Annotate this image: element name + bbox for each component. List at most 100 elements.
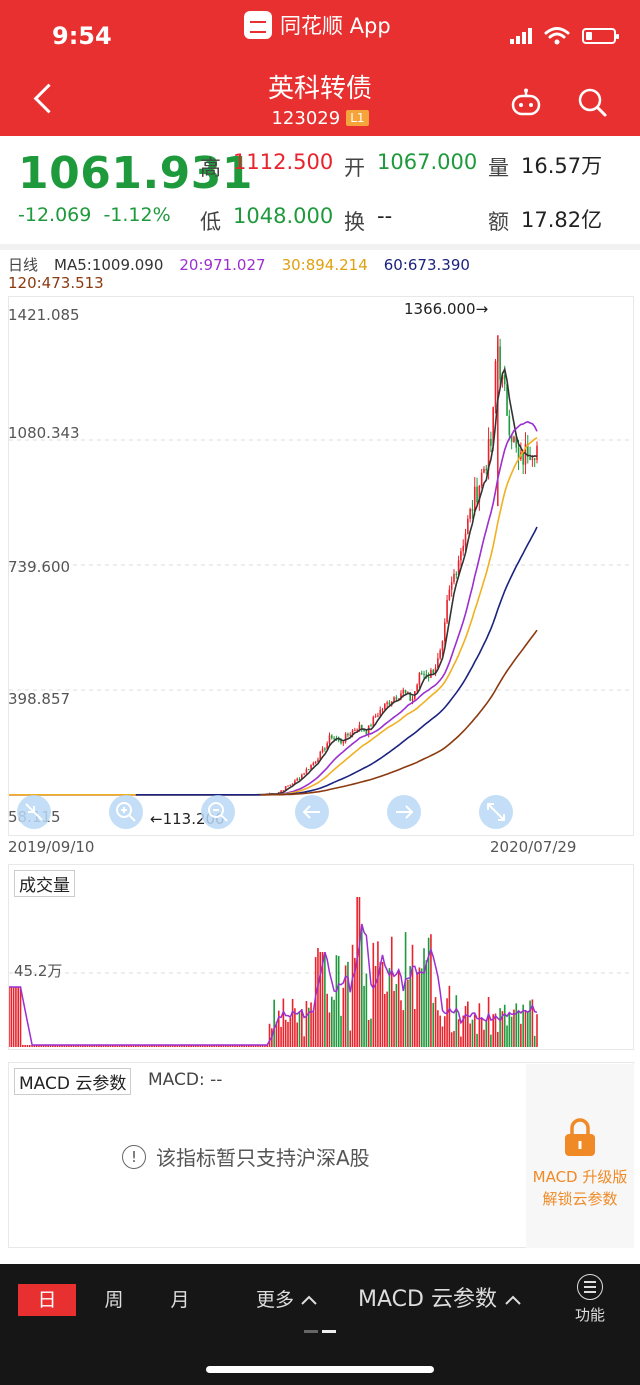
volume-bar-91 — [218, 1045, 220, 1047]
candle-body-215 — [503, 374, 506, 385]
volume-bar-12 — [35, 1045, 38, 1047]
candle-body-205 — [480, 472, 483, 486]
volume-bar-45 — [111, 1045, 114, 1047]
volume-bar-176 — [413, 1009, 416, 1047]
ma-legend: 日线 MA5:1009.090 20:971.027 30:894.214 60:673… — [8, 254, 486, 275]
candle-body-154 — [363, 729, 365, 732]
volume-bar-10 — [31, 1045, 33, 1047]
function-button[interactable]: 功能 — [568, 1274, 612, 1325]
volume-bar-20 — [54, 1045, 56, 1047]
volume-bar-130 — [307, 1007, 310, 1047]
volume-bar-163 — [384, 994, 386, 1047]
robot-assistant-icon[interactable] — [510, 88, 542, 116]
candle-body-174 — [409, 692, 411, 701]
volume-bar-61 — [148, 1045, 151, 1047]
volume-bar-213 — [499, 1008, 501, 1047]
volume-bar-198 — [464, 1006, 467, 1047]
volume-bar-38 — [95, 1045, 98, 1047]
expand-icon[interactable] — [478, 794, 514, 830]
macd-value: MACD: -- — [148, 1070, 223, 1090]
macd-title[interactable]: MACD 云参数 — [14, 1068, 132, 1095]
zoom-in-icon[interactable] — [108, 794, 144, 830]
macd-upgrade-button[interactable]: MACD 升级版 解锁云参数 — [526, 1064, 634, 1248]
candle-body-149 — [351, 730, 354, 735]
volume-bar-17 — [47, 1045, 49, 1047]
volume-bar-103 — [245, 1045, 248, 1047]
amount-label: 额 — [488, 210, 509, 234]
volume-bar-221 — [517, 1010, 520, 1047]
candle-body-227 — [531, 458, 534, 460]
candle-body-123 — [291, 783, 294, 785]
app-name: 同花顺 App — [280, 14, 391, 38]
volume-bar-37 — [93, 1045, 96, 1047]
volume-bar-92 — [220, 1045, 222, 1047]
stock-code: 123029 — [271, 108, 341, 129]
volume-bar-131 — [310, 1002, 312, 1047]
candle-body-208 — [487, 438, 490, 471]
volume-bar-174 — [409, 966, 411, 1047]
candle-body-143 — [337, 739, 340, 741]
ma30-line — [9, 437, 538, 796]
candle-body-136 — [321, 748, 324, 752]
volume-bar-229 — [536, 1014, 538, 1047]
ma60-line — [135, 526, 538, 796]
period-tab-day[interactable]: 日 — [18, 1284, 76, 1316]
arrow-left-icon[interactable] — [294, 794, 330, 830]
candle-body-128 — [303, 773, 305, 775]
macd-param-button[interactable]: MACD 云参数 — [358, 1282, 522, 1318]
volume-bar-156 — [367, 1019, 370, 1047]
volume-bar-65 — [158, 1045, 160, 1047]
volume-bar-189 — [443, 1016, 446, 1047]
volume-title[interactable]: 成交量 — [14, 870, 75, 897]
volume-bar-204 — [478, 1003, 481, 1047]
chart-end-date: 2020/07/29 — [490, 838, 577, 856]
turnover-label: 换 — [344, 210, 365, 234]
period-tab-week[interactable]: 周 — [104, 1289, 124, 1311]
upgrade-line2: 解锁云参数 — [542, 1190, 618, 1208]
volume-bar-77 — [185, 1045, 188, 1047]
ma30-label: 30:894.214 — [281, 256, 368, 274]
arrow-right-icon[interactable] — [386, 794, 422, 830]
ma20-line — [9, 420, 538, 796]
volume-bar-64 — [155, 1045, 158, 1047]
volume-bar-182 — [427, 937, 430, 1047]
volume-bar-194 — [455, 995, 458, 1047]
zoom-out-icon[interactable] — [200, 794, 236, 830]
macd-param-label: MACD 云参数 — [358, 1287, 497, 1312]
stock-code-row: 123029 L1 — [0, 108, 640, 129]
volume-bar-55 — [135, 1045, 137, 1047]
volume-bar-6 — [22, 1045, 24, 1047]
period-tab-more[interactable]: 更多 — [252, 1284, 322, 1316]
candle-body-118 — [280, 790, 282, 793]
home-indicator — [206, 1366, 434, 1373]
candle-body-145 — [342, 741, 345, 744]
candle-body-188 — [441, 641, 444, 651]
arrow-collapse-icon[interactable] — [16, 794, 52, 830]
candle-body-130 — [307, 769, 310, 771]
status-time: 9:54 — [52, 22, 112, 50]
volume-bar-148 — [349, 1030, 352, 1047]
volume-bar-127 — [301, 1009, 303, 1047]
battery-icon — [582, 28, 619, 44]
volume-chart[interactable] — [8, 864, 634, 1050]
period-tab-month[interactable]: 月 — [170, 1289, 190, 1311]
candle-body-185 — [434, 667, 437, 674]
volume-bar-158 — [372, 942, 375, 1047]
volume-bar-160 — [377, 941, 379, 1047]
volume-bar-149 — [351, 944, 354, 1047]
volume-bar-36 — [91, 1045, 93, 1047]
candle-body-124 — [294, 780, 296, 784]
candle-body-198 — [464, 533, 467, 546]
volume-bar-68 — [164, 1045, 167, 1047]
search-icon[interactable] — [576, 86, 608, 118]
max-annotation: 1366.000→ — [404, 300, 489, 318]
candle-body-126 — [298, 778, 301, 780]
volume-bar-124 — [294, 1008, 296, 1047]
candle-body-167 — [393, 697, 395, 702]
price-chart[interactable] — [8, 296, 634, 836]
volume-bar-224 — [524, 1010, 527, 1047]
volume-bar-136 — [321, 952, 324, 1047]
wifi-icon — [544, 27, 570, 45]
y-label-3: 739.600 — [8, 558, 71, 576]
candle-body-207 — [485, 468, 488, 471]
